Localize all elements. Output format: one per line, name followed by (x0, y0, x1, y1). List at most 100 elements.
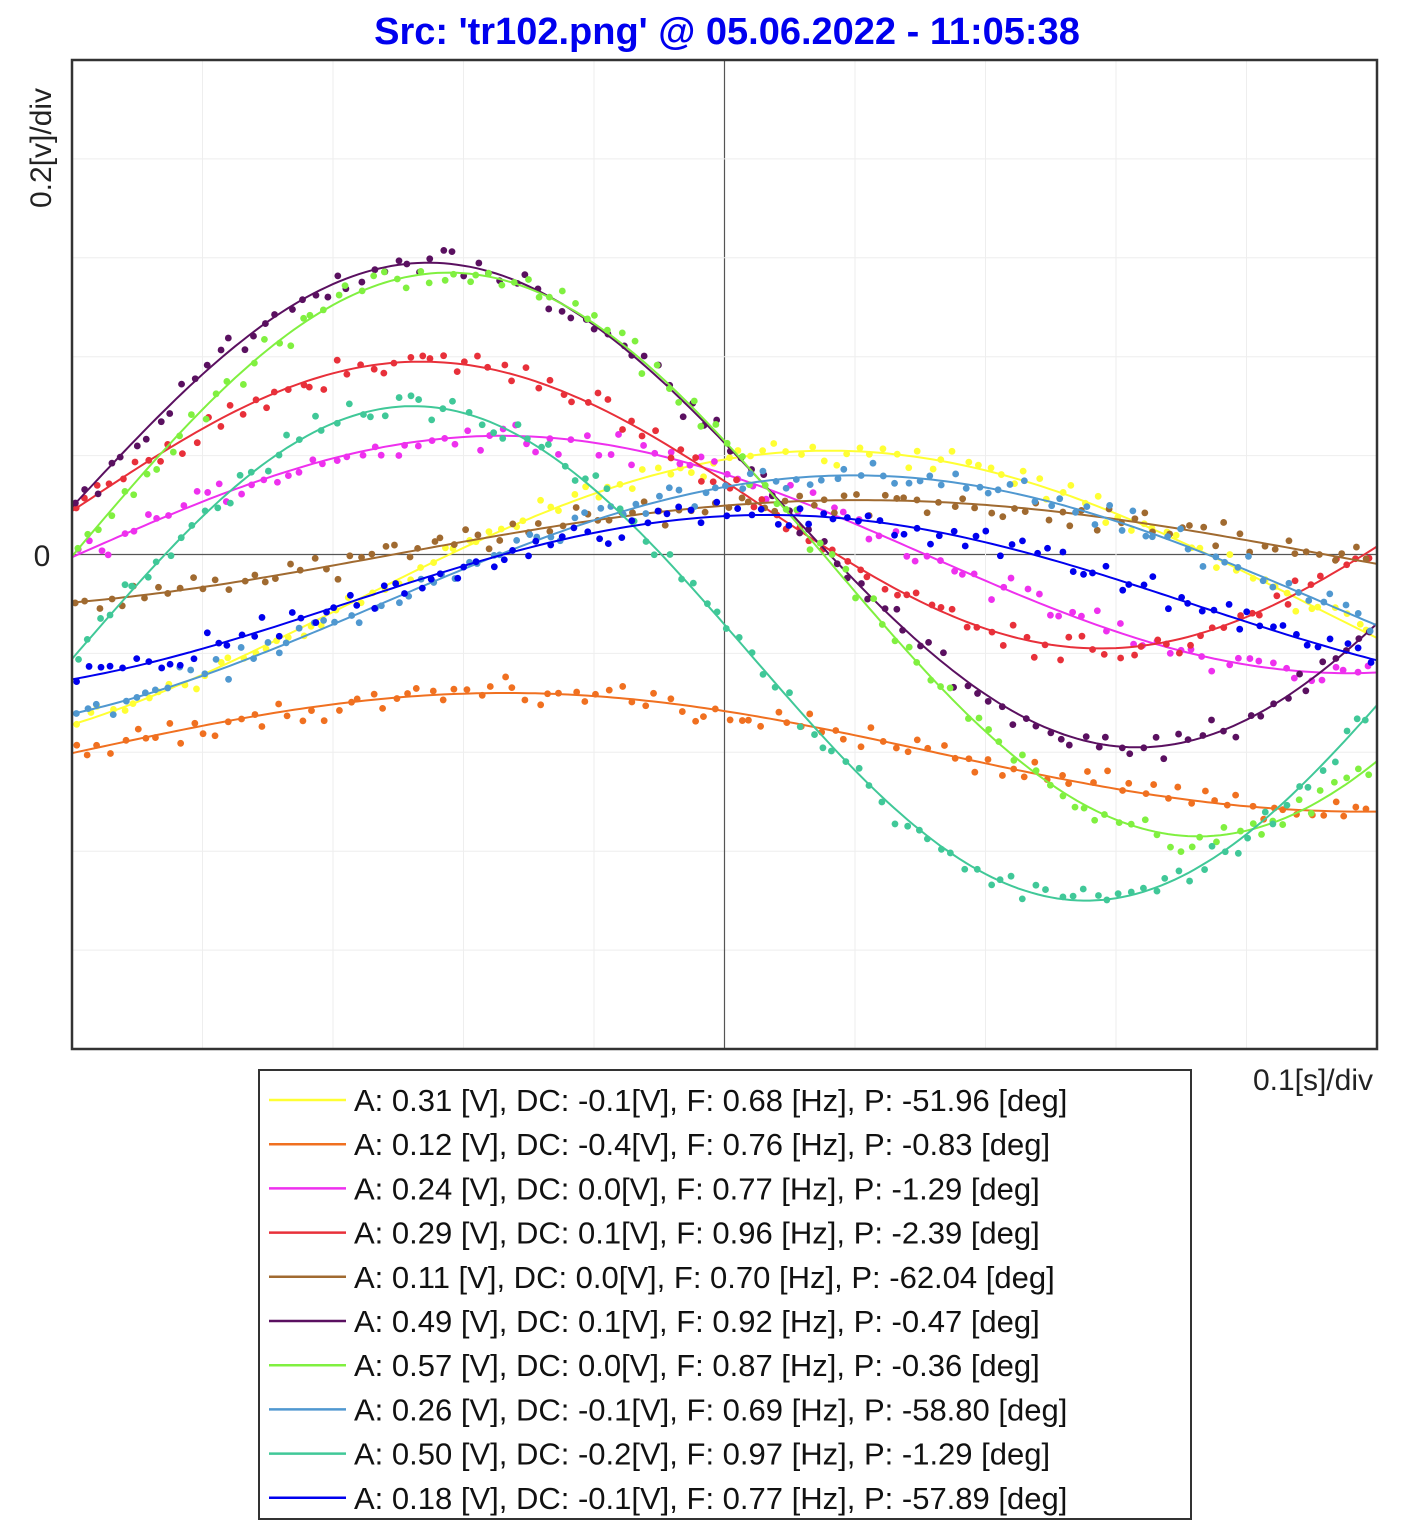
data-point (1270, 623, 1277, 631)
data-point (1091, 521, 1099, 528)
data-point (1255, 657, 1263, 665)
data-point (811, 731, 818, 738)
data-point (401, 590, 408, 597)
data-point (167, 552, 175, 560)
data-point (485, 269, 492, 277)
data-point (665, 484, 673, 492)
data-point (568, 398, 575, 406)
data-point (1302, 687, 1310, 695)
data-point (951, 567, 959, 575)
data-point (597, 504, 605, 512)
data-point (1018, 895, 1026, 903)
data-point (652, 427, 659, 435)
data-point (358, 278, 366, 286)
data-point (628, 461, 635, 469)
data-point (169, 448, 177, 456)
data-point (92, 700, 100, 708)
data-point (935, 532, 943, 540)
data-point (426, 255, 434, 263)
data-point (1354, 609, 1362, 617)
data-point (1353, 543, 1360, 551)
data-point (359, 451, 367, 459)
data-point (1065, 780, 1073, 788)
data-point (1154, 636, 1162, 644)
data-point (759, 447, 767, 455)
data-point (1234, 654, 1242, 662)
data-point (108, 512, 116, 520)
data-point (1326, 635, 1334, 643)
data-point (1186, 877, 1193, 885)
data-point (615, 431, 622, 438)
data-point (1208, 842, 1216, 850)
data-point (697, 519, 705, 527)
data-point (284, 472, 292, 479)
data-point (382, 542, 390, 550)
data-point (1006, 481, 1014, 488)
data-point (93, 481, 101, 489)
data-point (1290, 674, 1298, 682)
data-point (1093, 607, 1101, 615)
data-point (583, 432, 591, 440)
data-point (275, 649, 283, 657)
data-point (697, 422, 705, 430)
fit-curve (71, 360, 1378, 650)
data-point (739, 485, 747, 493)
data-point (177, 739, 185, 747)
data-point (215, 480, 223, 488)
data-point (239, 381, 247, 388)
data-point (879, 445, 887, 453)
legend-box (258, 1069, 1192, 1520)
data-point (1117, 620, 1124, 627)
data-point (1331, 758, 1339, 766)
data-point (237, 644, 245, 651)
data-point (1125, 779, 1133, 787)
data-point (904, 748, 912, 756)
data-point (370, 690, 378, 698)
data-point (1093, 526, 1101, 534)
data-point (418, 584, 426, 592)
data-point (1291, 577, 1299, 585)
data-point (1343, 727, 1351, 735)
data-point (963, 623, 971, 631)
data-point (1020, 477, 1028, 485)
data-point (300, 314, 308, 322)
data-point (881, 491, 889, 499)
data-point (1031, 758, 1039, 766)
data-point (380, 582, 388, 590)
series-9 (71, 392, 1378, 904)
data-point (1166, 649, 1174, 657)
data-point (828, 551, 836, 558)
data-point (1072, 508, 1079, 516)
data-point (856, 444, 864, 452)
data-point (1259, 577, 1267, 585)
data-point (984, 489, 992, 497)
data-point (1036, 590, 1043, 598)
data-point (1067, 481, 1075, 489)
data-point (73, 741, 81, 749)
data-point (1213, 564, 1220, 572)
data-point (1008, 541, 1016, 548)
data-point (180, 502, 188, 509)
data-point (891, 531, 898, 539)
data-point (927, 540, 934, 548)
data-point (1080, 570, 1087, 578)
data-point (558, 287, 566, 295)
legend-item: A: 0.50 [V], DC: -0.2[V], F: 0.97 [Hz], … (269, 1437, 1050, 1472)
data-point (130, 491, 138, 499)
data-point (1065, 633, 1073, 641)
data-point (1079, 885, 1087, 893)
data-point (379, 704, 386, 712)
data-point (251, 632, 259, 640)
fit-curve (71, 692, 1377, 813)
data-point (320, 717, 328, 725)
data-point (474, 531, 482, 539)
data-point (440, 247, 448, 254)
data-point (133, 655, 141, 663)
data-point (158, 664, 166, 672)
data-point (1362, 805, 1370, 813)
data-point (1129, 507, 1137, 515)
data-point (1356, 620, 1364, 628)
data-point (638, 370, 646, 377)
data-point (1101, 733, 1109, 741)
data-point (1106, 502, 1114, 509)
